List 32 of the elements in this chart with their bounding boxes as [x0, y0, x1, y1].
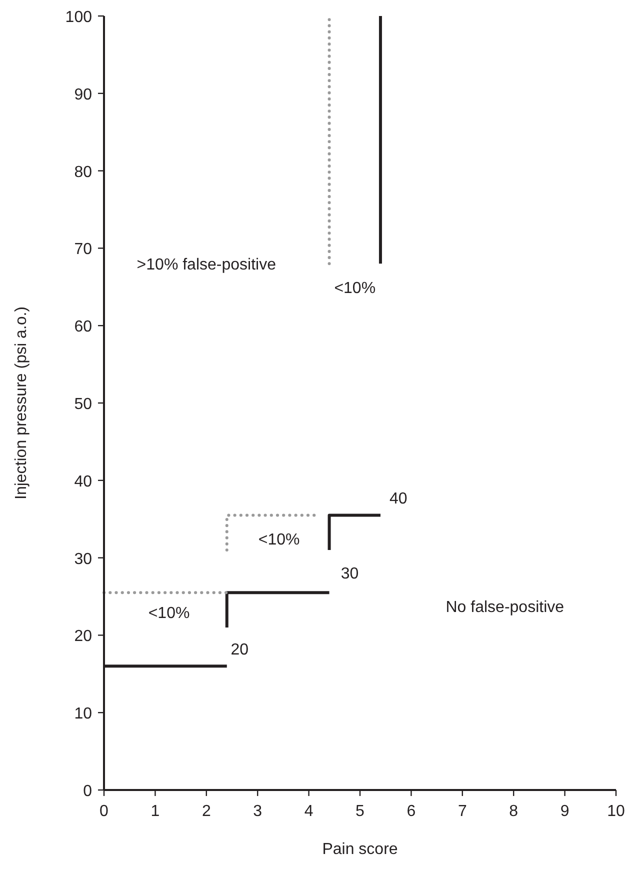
y-tick-label: 30 [74, 550, 92, 568]
annotation: <10% [148, 604, 190, 622]
y-tick-label: 20 [74, 628, 92, 646]
y-tick-label: 60 [74, 318, 92, 336]
x-tick-label: 4 [304, 803, 314, 820]
x-tick-label: 10 [607, 803, 625, 820]
y-tick-label: 10 [74, 706, 92, 723]
annotation: No false-positive [446, 598, 564, 616]
y-tick-label: 50 [74, 396, 92, 413]
x-tick-label: 5 [356, 803, 365, 820]
y-tick-label: 80 [74, 164, 92, 181]
x-axis-title: Pain score [322, 841, 398, 858]
annotation: >10% false-positive [136, 256, 276, 274]
annotation: 40 [390, 490, 408, 508]
y-tick-label: 40 [74, 473, 92, 490]
x-tick-label: 0 [100, 803, 109, 820]
x-tick-label: 9 [560, 803, 570, 820]
y-axis-title: Injection pressure (psi a.o.) [13, 306, 30, 500]
x-tick-label: 7 [458, 803, 467, 820]
x-tick-label: 2 [202, 803, 211, 820]
y-tick-label: 100 [65, 9, 92, 26]
x-tick-label: 8 [509, 803, 518, 820]
annotation: <10% [334, 280, 376, 297]
x-tick-label: 3 [253, 803, 262, 820]
annotation: 20 [230, 641, 249, 658]
x-tick-label: 1 [150, 803, 160, 820]
x-tick-label: 6 [406, 803, 416, 820]
annotation: <10% [258, 531, 300, 548]
y-tick-label: 0 [83, 783, 92, 800]
y-tick-label: 70 [74, 241, 92, 258]
y-tick-label: 90 [74, 86, 92, 104]
annotation: 30 [340, 566, 359, 583]
